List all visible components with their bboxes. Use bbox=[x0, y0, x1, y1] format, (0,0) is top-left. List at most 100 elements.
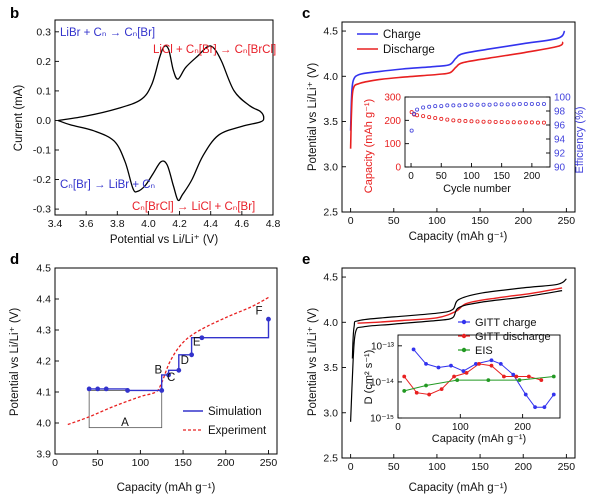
c-ytick-label: 3.0 bbox=[323, 161, 338, 173]
c-ytick-label: 4.0 bbox=[323, 71, 338, 83]
e-ytick-label: 4.5 bbox=[323, 272, 338, 284]
d-ytick-label: 4.1 bbox=[36, 387, 51, 399]
capacity-point bbox=[463, 119, 468, 124]
step-label-a: A bbox=[121, 417, 129, 429]
b-ytick-label: -0.3 bbox=[33, 204, 51, 216]
panel-e-gitt: 0 50 100 150 200 250 2.5 3.0 3.5 4.0 4.5 0 100 200 10… bbox=[307, 267, 576, 494]
series-line-charge bbox=[349, 30, 566, 131]
simulation-point bbox=[166, 372, 171, 378]
inset-point bbox=[464, 370, 469, 375]
capacity-point bbox=[529, 120, 534, 125]
inset-diffusion: 0 100 200 10⁻¹³ 10⁻¹⁴ 10⁻¹⁵ GITT charge GITT … bbox=[363, 317, 561, 445]
inset-point bbox=[473, 361, 478, 366]
capacity-point bbox=[487, 119, 492, 124]
ci-xtick-label: 200 bbox=[524, 171, 541, 182]
y-axis-label-c: Potential vs Li/Li⁺ (V) bbox=[307, 63, 319, 172]
efficiency-point bbox=[517, 102, 522, 107]
ci-ytick-label: 100 bbox=[384, 139, 401, 150]
efficiency-point bbox=[535, 102, 540, 107]
efficiency-point bbox=[523, 102, 528, 107]
capacity-point bbox=[493, 119, 498, 124]
efficiency-point bbox=[481, 102, 486, 107]
simulation-point bbox=[266, 316, 271, 322]
b-xtick-label: 4.6 bbox=[235, 218, 250, 230]
b-ytick-label: -0.1 bbox=[33, 145, 51, 157]
inset-point bbox=[486, 378, 491, 383]
inset-capacity-efficiency: 0 50 100 150 200 0 100 200 300 90 92 94 96 98 100 Cycl… bbox=[363, 93, 586, 196]
simulation-point bbox=[159, 388, 165, 393]
annotation-top-right: LiCl + Cₙ[Br] → Cₙ[BrCl] bbox=[153, 44, 276, 56]
efficiency-point bbox=[511, 102, 516, 107]
e-xtick-label: 50 bbox=[388, 461, 400, 473]
capacity-point bbox=[499, 119, 504, 124]
b-ytick-label: 0.1 bbox=[36, 85, 51, 97]
legend-label-simulation: Simulation bbox=[208, 406, 262, 418]
inset-point bbox=[424, 361, 428, 366]
efficiency-point bbox=[439, 104, 444, 109]
ci-xtick-label: 50 bbox=[436, 171, 448, 182]
inset-point bbox=[427, 392, 432, 397]
efficiency-point bbox=[493, 102, 498, 107]
plot-frame-b bbox=[54, 19, 274, 216]
inset-point bbox=[449, 363, 453, 368]
inset-point bbox=[526, 374, 531, 379]
inset-point bbox=[455, 378, 460, 383]
b-xtick-label: 3.8 bbox=[110, 218, 125, 230]
capacity-point bbox=[451, 118, 456, 123]
e-xtick-label: 150 bbox=[471, 461, 489, 473]
b-xtick-label: 4.0 bbox=[141, 218, 156, 230]
inset-y-label-e: D (cm² s⁻¹) bbox=[363, 350, 375, 405]
ci2-ytick-label: 100 bbox=[554, 93, 571, 104]
inset-x-label-c: Cycle number bbox=[443, 183, 511, 195]
simulation-point bbox=[189, 352, 195, 358]
ei-xtick-label: 0 bbox=[395, 422, 401, 433]
inset-point bbox=[511, 372, 516, 377]
c-xtick-label: 250 bbox=[558, 215, 576, 227]
inset-point bbox=[424, 383, 428, 388]
panel-c-charge-discharge: 0 50 100 150 200 250 2.5 3.0 3.5 4.0 4.5 Charge Di… bbox=[307, 21, 586, 243]
efficiency-point bbox=[469, 102, 474, 107]
efficiency-point bbox=[505, 102, 510, 107]
ei-ytick-label: 10⁻¹⁴ bbox=[370, 377, 394, 388]
inset-point bbox=[489, 358, 494, 363]
d-ytick-label: 3.9 bbox=[36, 449, 51, 461]
c-ytick-label: 4.5 bbox=[323, 26, 338, 38]
ei-xtick-label: 100 bbox=[452, 422, 469, 433]
d-ytick-label: 4.5 bbox=[36, 263, 51, 275]
series-line-simulation bbox=[89, 319, 270, 392]
simulation-point bbox=[176, 367, 182, 373]
d-ytick-label: 4.0 bbox=[36, 418, 51, 430]
simulation-point bbox=[103, 386, 109, 392]
ei-ytick-label: 10⁻¹³ bbox=[371, 341, 395, 352]
inset-frame-c bbox=[404, 96, 551, 168]
efficiency-point bbox=[463, 103, 468, 108]
e-ytick-label: 3.5 bbox=[323, 362, 338, 374]
capacity-point bbox=[433, 116, 438, 121]
efficiency-point bbox=[499, 102, 504, 107]
inset-point bbox=[514, 374, 519, 379]
efficiency-point bbox=[541, 102, 546, 107]
ci-xtick-label: 150 bbox=[493, 171, 510, 182]
efficiency-point bbox=[427, 104, 432, 109]
b-xtick-label: 4.2 bbox=[172, 218, 187, 230]
efficiency-point bbox=[415, 107, 420, 112]
inset-point bbox=[402, 389, 407, 393]
capacity-point bbox=[445, 117, 450, 122]
legend-label-experiment: Experiment bbox=[208, 425, 267, 437]
capacity-point bbox=[523, 120, 528, 125]
d-xtick-label: 50 bbox=[92, 457, 104, 469]
y-axis-label-b: Current (mA) bbox=[13, 85, 25, 152]
inset-point bbox=[523, 392, 528, 397]
annotation-bottom-left: Cₙ[Br] → LiBr + Cₙ bbox=[60, 179, 155, 191]
inset-point bbox=[461, 369, 466, 373]
inset-point bbox=[551, 392, 556, 397]
legend-e: GITT charge GITT discharge EIS bbox=[458, 317, 551, 357]
c-xtick-label: 200 bbox=[514, 215, 532, 227]
inset-point bbox=[498, 361, 503, 366]
cv-curve bbox=[57, 45, 265, 202]
x-axis-label-c: Capacity (mAh g⁻¹) bbox=[409, 231, 508, 243]
y-axis-label-e: Potential vs Li/Li⁺ (V) bbox=[307, 308, 319, 417]
c-xtick-label: 50 bbox=[388, 215, 400, 227]
capacity-point bbox=[475, 119, 480, 124]
legend-marker-eis bbox=[461, 347, 467, 353]
